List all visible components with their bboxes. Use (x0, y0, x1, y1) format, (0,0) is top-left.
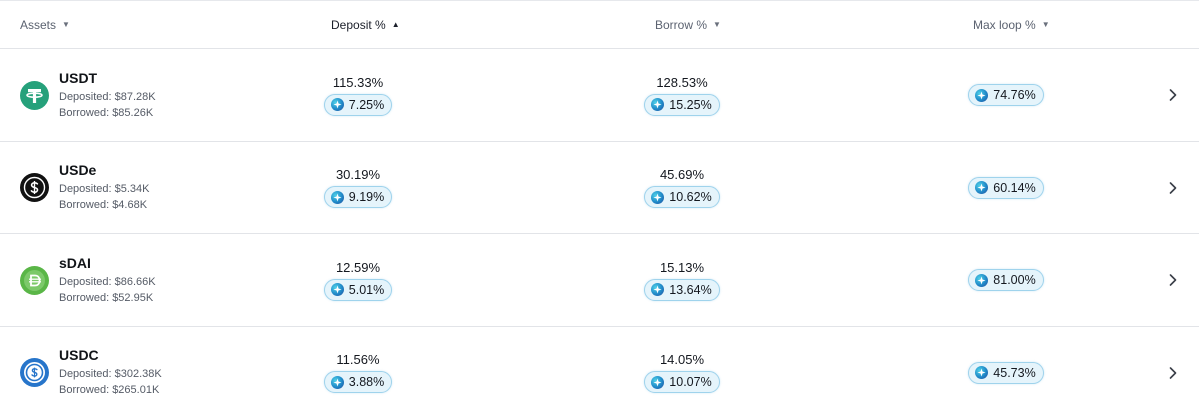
max-loop-cell: 74.76% (966, 49, 1046, 141)
borrow-cell: 14.05% 10.07% (627, 327, 737, 418)
sort-up-icon: ▲ (391, 19, 400, 29)
table-row[interactable]: USDC Deposited: $302.38K Borrowed: $265.… (0, 327, 1199, 418)
borrow-reward-badge[interactable]: 10.07% (644, 371, 720, 393)
max-loop-cell: 81.00% (966, 234, 1046, 326)
table-row[interactable]: sDAI Deposited: $86.66K Borrowed: $52.95… (0, 234, 1199, 327)
deposit-rate: 12.59% (335, 259, 381, 275)
deposit-rate: 30.19% (335, 167, 381, 182)
borrow-cell: 45.69% 10.62% (627, 142, 737, 234)
borrowed-amount: Borrowed: $85.26K (59, 106, 154, 119)
reward-star-icon (651, 98, 665, 111)
usde-logo-icon (20, 173, 49, 202)
max-loop-column-header[interactable]: Max loop % ▼ (973, 1, 1050, 48)
deposit-header-label: Deposit % (331, 17, 386, 32)
asset-name: USDe (59, 162, 97, 178)
asset-cell: USDT Deposited: $87.28K Borrowed: $85.26… (20, 49, 156, 141)
assets-header-label: Assets (20, 17, 57, 32)
deposit-reward-value: 9.19% (348, 190, 385, 204)
borrow-reward-value: 13.64% (669, 282, 712, 297)
max-loop-badge[interactable]: 74.76% (968, 84, 1044, 106)
table-row[interactable]: USDT Deposited: $87.28K Borrowed: $85.26… (0, 49, 1199, 142)
deposit-reward-badge[interactable]: 7.25% (323, 93, 393, 116)
max-loop-value: 45.73% (993, 365, 1036, 380)
reward-star-icon (330, 98, 344, 111)
borrow-rate: 128.53% (656, 74, 708, 90)
deposit-reward-badge[interactable]: 5.01% (323, 278, 393, 301)
borrow-rate: 14.05% (659, 352, 705, 367)
sdai-logo-icon (20, 265, 49, 295)
deposit-column-header[interactable]: Deposit % ▲ (331, 1, 400, 48)
reward-star-icon (975, 273, 989, 287)
max-loop-badge[interactable]: 81.00% (968, 269, 1044, 291)
reward-star-icon (651, 375, 665, 389)
max-loop-cell: 45.73% (966, 327, 1046, 418)
asset-cell: USDC Deposited: $302.38K Borrowed: $265.… (20, 327, 162, 418)
deposit-reward-value: 3.88% (348, 375, 385, 389)
deposit-cell: 115.33% 7.25% (303, 49, 413, 141)
sort-down-icon: ▼ (713, 19, 721, 29)
borrow-cell: 15.13% 13.64% (627, 234, 737, 326)
max-loop-cell: 60.14% (966, 142, 1046, 234)
borrow-reward-value: 15.25% (669, 97, 712, 112)
deposit-cell: 30.19% 9.19% (303, 142, 413, 234)
borrow-reward-value: 10.07% (669, 375, 712, 389)
max-loop-badge[interactable]: 45.73% (968, 361, 1044, 384)
reward-star-icon (651, 283, 665, 296)
asset-cell: USDe Deposited: $5.34K Borrowed: $4.68K (20, 142, 150, 234)
deposited-amount: Deposited: $5.34K (59, 183, 150, 195)
borrowed-amount: Borrowed: $52.95K (59, 291, 154, 304)
chevron-right-icon[interactable] (1166, 142, 1180, 234)
assets-column-header[interactable]: Assets ▼ (20, 1, 70, 48)
borrow-rate: 45.69% (659, 167, 705, 182)
deposit-reward-value: 5.01% (348, 282, 385, 297)
deposited-amount: Deposited: $86.66K (59, 275, 156, 288)
asset-name: USDC (59, 347, 99, 363)
deposit-cell: 12.59% 5.01% (303, 234, 413, 326)
sort-down-icon: ▼ (1041, 19, 1050, 29)
borrow-header-label: Borrow % (655, 17, 708, 32)
sort-down-icon: ▼ (62, 19, 70, 29)
asset-name: sDAI (59, 254, 91, 271)
deposited-amount: Deposited: $302.38K (59, 368, 162, 380)
deposit-rate: 115.33% (332, 74, 384, 90)
deposit-cell: 11.56% 3.88% (303, 327, 413, 418)
chevron-right-icon[interactable] (1166, 49, 1180, 141)
max-loop-badge[interactable]: 60.14% (968, 176, 1044, 199)
max-loop-header-label: Max loop % (973, 17, 1036, 32)
max-loop-value: 60.14% (993, 180, 1036, 195)
borrowed-amount: Borrowed: $4.68K (59, 199, 148, 211)
max-loop-value: 74.76% (993, 88, 1036, 102)
deposit-reward-value: 7.25% (348, 97, 385, 112)
borrow-rate: 15.13% (659, 259, 705, 275)
borrow-reward-badge[interactable]: 10.62% (644, 186, 720, 208)
usdc-logo-icon (20, 358, 49, 387)
usdt-logo-icon (20, 80, 49, 110)
asset-name: USDT (59, 69, 98, 86)
reward-star-icon (330, 375, 344, 389)
borrow-reward-badge[interactable]: 13.64% (644, 278, 720, 301)
chevron-right-icon[interactable] (1166, 327, 1180, 418)
reward-star-icon (330, 283, 344, 296)
reward-star-icon (330, 190, 344, 204)
deposit-reward-badge[interactable]: 9.19% (323, 186, 393, 208)
borrowed-amount: Borrowed: $265.01K (59, 384, 160, 396)
reward-star-icon (651, 190, 665, 204)
asset-cell: sDAI Deposited: $86.66K Borrowed: $52.95… (20, 234, 156, 326)
borrow-reward-value: 10.62% (669, 190, 712, 204)
reward-star-icon (975, 366, 989, 379)
borrow-column-header[interactable]: Borrow % ▼ (655, 1, 721, 48)
chevron-right-icon[interactable] (1166, 234, 1180, 326)
table-header: Assets ▼ Deposit % ▲ Borrow % ▼ Max loop… (0, 1, 1199, 49)
reward-star-icon (975, 88, 989, 102)
deposit-reward-badge[interactable]: 3.88% (323, 371, 393, 393)
table-row[interactable]: USDe Deposited: $5.34K Borrowed: $4.68K … (0, 142, 1199, 234)
deposited-amount: Deposited: $87.28K (59, 90, 156, 103)
reward-star-icon (975, 181, 989, 194)
max-loop-value: 81.00% (993, 273, 1036, 287)
borrow-cell: 128.53% 15.25% (627, 49, 737, 141)
borrow-reward-badge[interactable]: 15.25% (644, 93, 720, 116)
deposit-rate: 11.56% (336, 352, 380, 367)
